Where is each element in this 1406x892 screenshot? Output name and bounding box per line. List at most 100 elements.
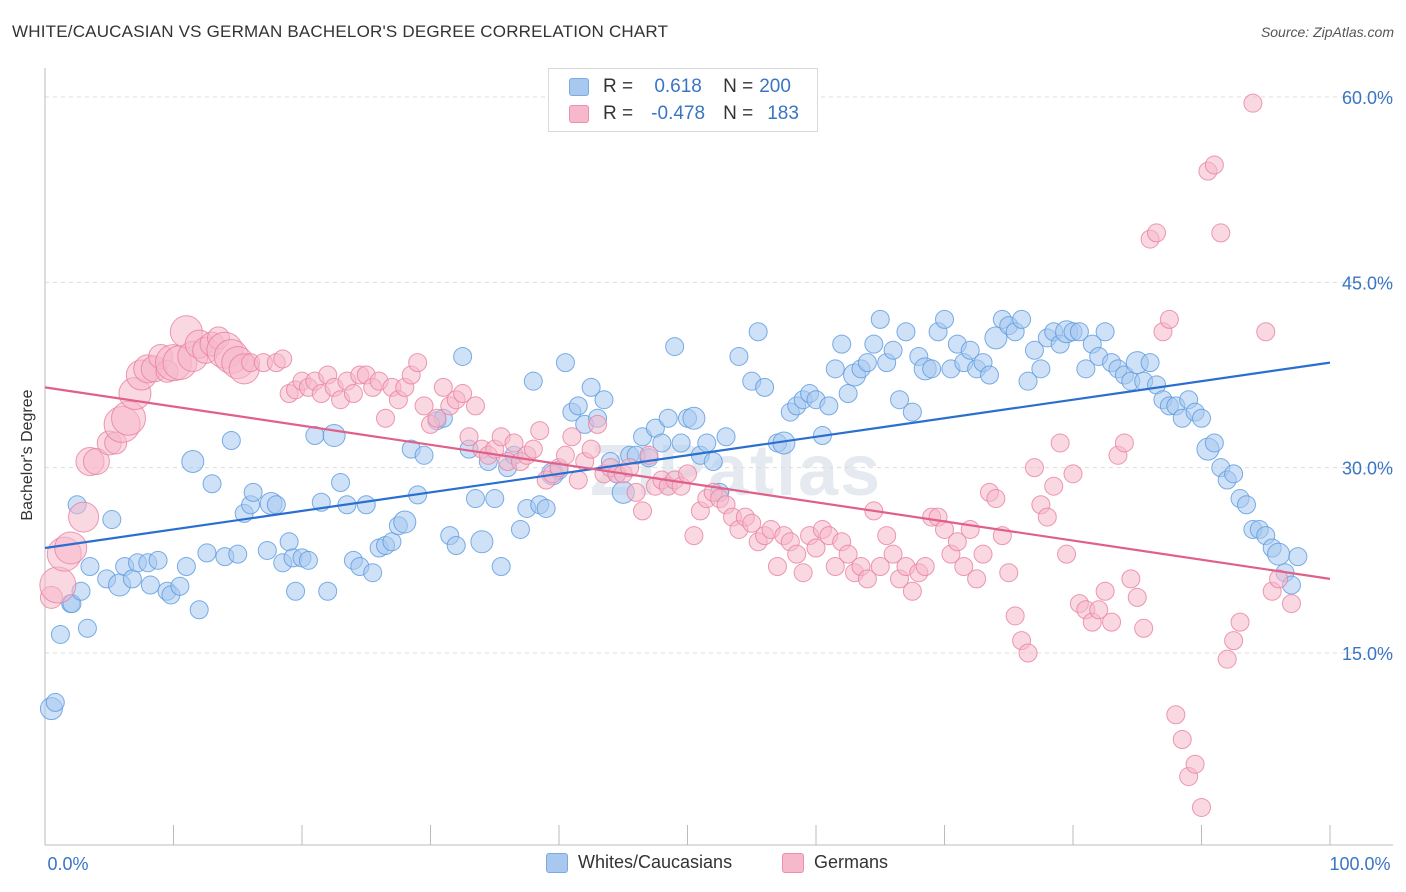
x-tick-label: 100.0% (1329, 854, 1390, 874)
white-point (77, 618, 97, 638)
white-point (286, 581, 306, 601)
white-point (140, 575, 160, 595)
german-point (1057, 544, 1077, 564)
white-point (1076, 359, 1096, 379)
german-point (568, 470, 588, 490)
german-point (68, 501, 100, 533)
legend-r-value-whites: 0.618 (654, 76, 702, 97)
german-point (960, 519, 980, 539)
x-tick-label: 0.0% (47, 854, 88, 874)
legend-r-label: R = (603, 103, 634, 124)
german-point (1095, 581, 1115, 601)
german-point (1005, 606, 1025, 626)
white-point (682, 406, 706, 430)
white-point (485, 489, 505, 509)
white-point (446, 536, 466, 556)
german-point (414, 396, 434, 416)
white-point (671, 433, 691, 453)
german-point (787, 544, 807, 564)
bottom-legend-germans: Germans (782, 852, 888, 873)
white-point (902, 402, 922, 422)
bottom-legend-swatch-whites (546, 852, 568, 873)
german-point (1063, 464, 1083, 484)
german-point (504, 433, 524, 453)
white-point (697, 433, 717, 453)
german-trend-line (44, 386, 1331, 580)
german-point (1185, 754, 1205, 774)
white-point (221, 430, 241, 450)
white-point (363, 563, 383, 583)
german-point (947, 532, 967, 552)
white-point (825, 359, 845, 379)
white-point (202, 474, 222, 494)
german-point (408, 353, 428, 373)
white-point (832, 334, 852, 354)
german-point (902, 581, 922, 601)
german-point (1134, 618, 1154, 638)
bottom-legend-whites: Whites/Caucasians (546, 852, 732, 873)
german-point (1050, 433, 1070, 453)
german-point (678, 464, 697, 484)
legend-swatch-germans (569, 105, 589, 123)
white-point (716, 427, 736, 447)
white-point (148, 550, 168, 570)
white-point (890, 390, 910, 410)
white-point (883, 340, 903, 360)
german-point (39, 566, 77, 604)
white-point (322, 424, 346, 448)
white-point (748, 322, 768, 342)
white-point (523, 371, 543, 391)
german-point (684, 526, 704, 546)
white-point (984, 326, 1008, 350)
white-point (1204, 433, 1224, 453)
white-point (1288, 547, 1308, 567)
german-point (343, 384, 363, 404)
german-point (1102, 612, 1122, 632)
german-point (376, 408, 396, 428)
german-point (806, 538, 826, 558)
white-point (555, 353, 575, 373)
white-point (170, 576, 190, 596)
german-point (530, 421, 550, 441)
white-point (652, 433, 672, 453)
white-point (382, 532, 402, 552)
white-point (594, 390, 614, 410)
german-point (1166, 705, 1186, 725)
y-tick-label: 30.0% (1342, 459, 1393, 479)
german-point (954, 557, 974, 577)
white-point (470, 530, 494, 554)
white-point (298, 550, 318, 570)
white-point (510, 519, 530, 539)
german-point (555, 445, 575, 465)
white-point (465, 489, 485, 509)
white-point (491, 557, 511, 577)
white-point (181, 449, 205, 473)
white-point (1140, 353, 1160, 373)
white-point (189, 600, 209, 620)
german-point (742, 513, 762, 533)
white-point (755, 377, 775, 397)
german-point (915, 557, 935, 577)
white-point (176, 557, 196, 577)
white-point (935, 309, 954, 329)
white-point (979, 365, 999, 385)
german-point (1269, 569, 1289, 589)
german-point (1211, 223, 1231, 243)
german-point (459, 427, 479, 447)
german-point (1018, 643, 1038, 663)
white-point (393, 510, 417, 534)
white-point (665, 337, 685, 357)
german-point (626, 482, 646, 502)
german-point (999, 563, 1019, 583)
white-point (729, 346, 749, 366)
white-point (1267, 542, 1291, 566)
white-point (922, 359, 942, 379)
source-note: Source: ZipAtlas.com (1260, 24, 1394, 40)
white-point (102, 510, 122, 530)
white-point (703, 451, 723, 471)
german-point (1243, 93, 1263, 113)
white-point (414, 445, 434, 465)
white-point (870, 309, 890, 329)
white-point (257, 540, 277, 560)
